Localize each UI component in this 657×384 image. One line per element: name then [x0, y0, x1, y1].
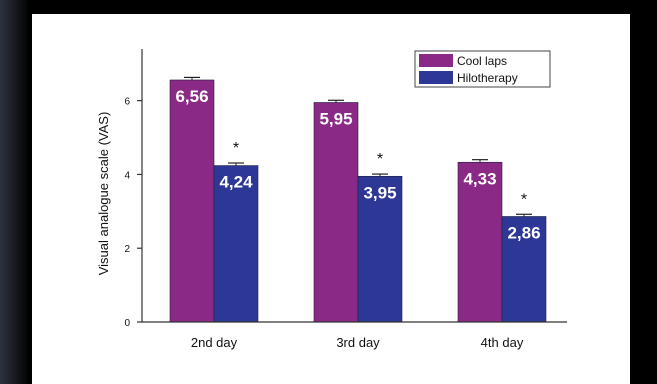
bar-value-label: 2,86 [507, 223, 540, 242]
bar-value-label: 4,33 [463, 169, 496, 188]
y-ticks: 0 2 4 6 [124, 97, 142, 329]
significance-star: * [521, 191, 527, 208]
x-category-labels: 2nd day 3rd day 4th day [191, 335, 524, 350]
legend: Cool laps Hilotherapy [414, 50, 551, 88]
y-tick-label: 2 [124, 244, 130, 255]
bar-hilotherapy [213, 165, 259, 323]
x-category-label: 4th day [481, 335, 524, 350]
legend-label-cool-laps: Cool laps [457, 54, 507, 68]
bar-hilotherapy [357, 175, 403, 323]
bar-cool-laps [457, 161, 503, 323]
significance-star: * [233, 140, 239, 157]
x-category-label: 3rd day [336, 335, 380, 350]
y-tick-label: 6 [124, 97, 130, 108]
vas-bar-chart: 6,56 4,24 * 5,95 3,95 * 4,33 2,86 * 0 2 4 6 2nd day… [96, 49, 567, 350]
y-axis-title: Visual analogue scale (VAS) [96, 112, 111, 276]
bar-hilotherapy [501, 216, 547, 323]
bars-layer: 6,56 4,24 * 5,95 3,95 * 4,33 2,86 * [169, 76, 547, 323]
bar-cool-laps [169, 79, 215, 323]
bar-cool-laps [313, 102, 359, 323]
bar-value-label: 5,95 [319, 109, 352, 128]
y-tick-label: 4 [124, 170, 130, 181]
bar-value-label: 4,24 [219, 173, 253, 192]
legend-label-hilotherapy: Hilotherapy [457, 71, 518, 85]
y-tick-label: 0 [124, 318, 130, 329]
bar-value-label: 6,56 [175, 87, 208, 106]
axes-layer [141, 49, 567, 323]
bar-value-label: 3,95 [363, 183, 396, 202]
significance-star: * [377, 151, 383, 168]
x-category-label: 2nd day [191, 335, 238, 350]
legend-swatch-cool-laps [419, 54, 453, 67]
legend-swatch-hilotherapy [419, 71, 453, 84]
slide: 6,56 4,24 * 5,95 3,95 * 4,33 2,86 * 0 2 4 6 2nd day… [32, 14, 630, 384]
